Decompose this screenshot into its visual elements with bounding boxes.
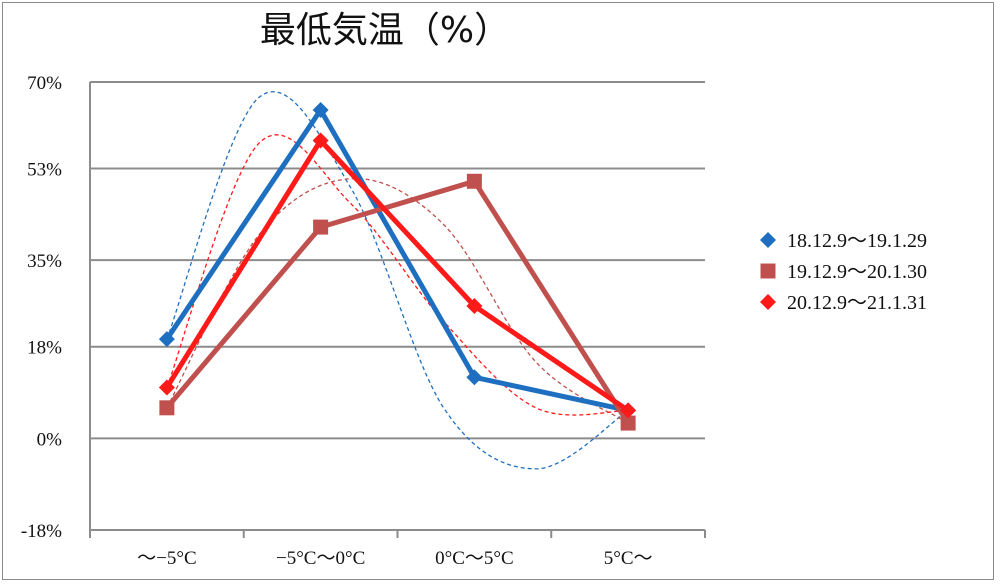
legend: 18.12.9〜19.1.29 19.12.9〜20.1.30 20.12.9〜21… bbox=[760, 230, 927, 314]
x-tick-label: −5°C〜0°C bbox=[276, 548, 365, 569]
series-line bbox=[164, 107, 631, 413]
series-line bbox=[164, 138, 631, 413]
chart-title: 最低気温（%） bbox=[260, 10, 510, 51]
data-point bbox=[620, 415, 636, 431]
legend-label: 18.12.9〜19.1.29 bbox=[787, 230, 927, 252]
data-point bbox=[466, 173, 482, 189]
legend-marker bbox=[760, 294, 776, 310]
data-point bbox=[159, 400, 175, 416]
data-point bbox=[158, 331, 175, 348]
data-point bbox=[466, 369, 483, 386]
data-point bbox=[158, 379, 175, 396]
y-tick-label: 0% bbox=[37, 429, 63, 450]
y-tick-label: 70% bbox=[27, 73, 62, 94]
x-tick-label: 5°C〜 bbox=[604, 548, 653, 569]
y-tick-label: 35% bbox=[27, 251, 62, 272]
legend-label: 20.12.9〜21.1.31 bbox=[787, 292, 927, 314]
legend-marker bbox=[760, 263, 776, 279]
data-point bbox=[620, 402, 637, 419]
legend-label: 19.12.9〜20.1.30 bbox=[787, 261, 927, 283]
data-point bbox=[313, 219, 329, 235]
data-point bbox=[312, 102, 329, 118]
data-point bbox=[312, 132, 329, 149]
x-tick-label: 〜−5°C bbox=[137, 548, 197, 569]
legend-marker bbox=[760, 232, 776, 248]
series-line bbox=[164, 178, 631, 426]
trend-line bbox=[166, 178, 629, 424]
y-tick-label: 18% bbox=[27, 338, 62, 359]
data-point bbox=[466, 298, 483, 314]
x-tick-label: 0°C〜5°C bbox=[435, 548, 514, 569]
trend-line bbox=[166, 91, 629, 470]
y-tick-label: -18% bbox=[21, 521, 62, 542]
y-tick-label: 53% bbox=[27, 160, 62, 181]
